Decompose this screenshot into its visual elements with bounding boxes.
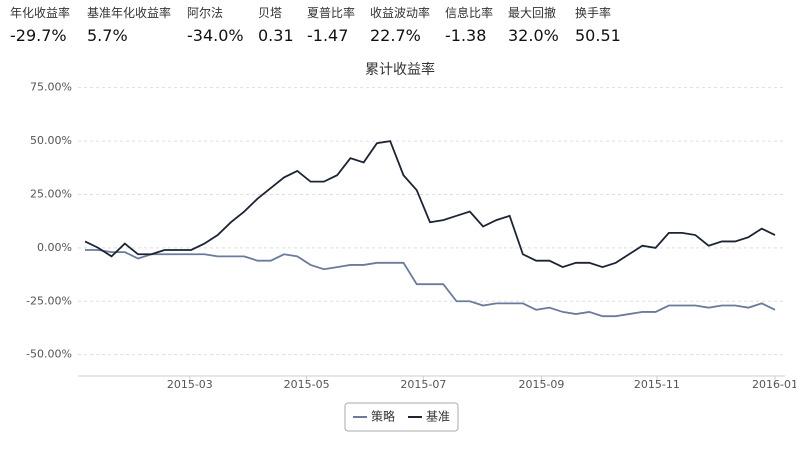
x-tick-label: 2015-03 [167, 378, 213, 391]
x-tick-label: 2016-01 [752, 378, 796, 391]
stat: 信息比率 -1.38 [445, 4, 493, 45]
y-tick-label: 0.00% [37, 241, 72, 254]
chart-title: 累计收益率 [365, 61, 435, 78]
series-line [84, 140, 776, 269]
stat: 贝塔 0.31 [258, 4, 294, 45]
legend-box [344, 402, 459, 432]
stat: 收益波动率 22.7% [370, 4, 430, 45]
y-tick-label: -25.00% [26, 294, 72, 307]
stat-value: 5.7% [87, 26, 128, 45]
x-tick-label: 2015-05 [284, 378, 330, 391]
series-line [85, 249, 776, 318]
legend-label: 策略 [371, 409, 395, 424]
stat: 阿尔法 -34.0% [187, 4, 244, 45]
x-tick-label: 2015-11 [634, 378, 680, 391]
stat-value: -34.0% [187, 26, 244, 45]
stat: 最大回撤 32.0% [508, 4, 559, 45]
stat-value: 50.51 [575, 26, 621, 45]
legend-label: 基准 [426, 410, 450, 424]
stat-label: 换手率 [575, 6, 612, 20]
x-tick-label: 2015-09 [518, 378, 564, 391]
stat: 夏普比率 -1.47 [307, 4, 355, 45]
stat-value: 0.31 [258, 26, 294, 45]
stat-label: 基准年化收益率 [87, 6, 172, 20]
stat-label: 信息比率 [445, 6, 494, 20]
stat-label: 最大回撤 [508, 6, 557, 20]
stat-value: -1.47 [307, 26, 349, 45]
stat-label: 年化收益率 [10, 6, 71, 20]
x-tick-label: 2015-07 [400, 378, 446, 391]
y-tick-label: 25.00% [30, 187, 72, 200]
stat-value: 22.7% [370, 26, 421, 45]
stat-value: -1.38 [445, 26, 487, 45]
stat-label: 收益波动率 [370, 6, 431, 20]
y-tick-label: -50.00% [26, 348, 72, 361]
stat-value: 32.0% [508, 26, 559, 45]
stat-label: 夏普比率 [307, 6, 356, 20]
stat: 年化收益率 -29.7% [10, 4, 70, 45]
y-tick-label: 75.00% [30, 81, 72, 94]
stat-value: -29.7% [10, 26, 67, 45]
stat: 基准年化收益率 5.7% [87, 4, 171, 45]
stat-label: 贝塔 [258, 6, 283, 20]
stat: 换手率 50.51 [575, 4, 621, 45]
stat-label: 阿尔法 [187, 6, 224, 20]
y-tick-label: 50.00% [30, 134, 72, 147]
